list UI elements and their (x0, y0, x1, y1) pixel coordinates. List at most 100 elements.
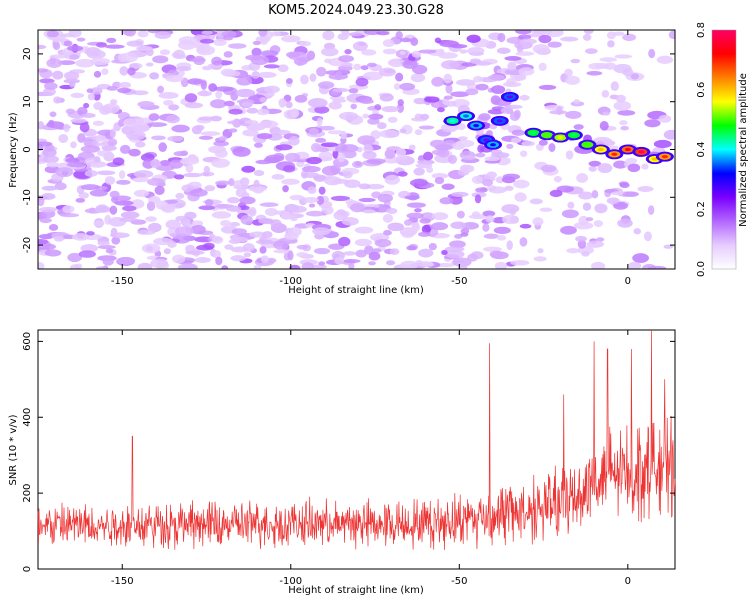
spectrogram-cell (53, 41, 61, 51)
spectrogram-cell (540, 164, 557, 173)
snr-y-label: SNR (10 * v/v) (8, 414, 19, 485)
spectrogram-cell (397, 171, 408, 177)
spectrogram-cell (122, 205, 137, 212)
spectrogram-cell (46, 58, 63, 68)
spectrogram-cell (101, 145, 117, 151)
spectrogram-cell (599, 57, 618, 62)
x-tick-label: -100 (279, 276, 302, 287)
spectrogram-cell (278, 98, 287, 108)
spectrogram-cell (506, 143, 514, 150)
spectrogram-cell (159, 49, 171, 56)
spectrogram-cell (119, 66, 129, 76)
spectrogram-cell (502, 81, 522, 87)
spectrogram-cell (441, 249, 448, 255)
spectrogram-cell (475, 152, 486, 158)
spectrogram-cell (199, 38, 215, 44)
spectrogram-cell (496, 235, 507, 241)
spectrogram-cell (49, 54, 69, 59)
spectrogram-cell (320, 47, 339, 57)
spectrogram-cell (368, 261, 376, 266)
spectrogram-cell (399, 37, 412, 43)
spectrogram-cell (317, 81, 335, 89)
spectrogram-cell (510, 259, 530, 266)
spectrogram-cell (307, 186, 317, 194)
spectrogram-cell (545, 30, 564, 38)
spectrogram-cell (81, 113, 96, 119)
spectrogram-cell (382, 48, 397, 55)
spectrogram-cell (366, 158, 386, 165)
spectrogram-cell (281, 214, 293, 220)
spectrogram-cell (321, 205, 334, 215)
spectrogram-cell (548, 143, 556, 152)
spectrogram-cell (228, 108, 243, 115)
spectrogram-cell (402, 60, 418, 69)
spectrogram-cell (258, 218, 275, 225)
spectrogram-cell (515, 51, 535, 56)
spectrogram-cell (289, 194, 305, 201)
spectrogram-cell (619, 120, 628, 126)
spectrogram-cell (300, 74, 309, 85)
spectrogram-cell (486, 130, 493, 137)
spectrogram-cell (409, 178, 428, 187)
spectrogram-cell (457, 136, 468, 141)
spectrogram-cell (437, 48, 445, 56)
spectrogram-cell (38, 238, 49, 245)
spectrogram-cell (538, 139, 548, 146)
spectrogram-cell (504, 104, 523, 110)
spectrogram-cell (288, 136, 300, 146)
spectrogram-cell (532, 217, 544, 226)
spectrogram-cell (433, 101, 440, 109)
spectrogram-cell (387, 222, 404, 232)
spectrogram-cell (316, 195, 325, 205)
spectrogram-x-ticks: -150 -100 -50 0 (111, 30, 631, 287)
spectrogram-cell (332, 158, 349, 167)
snr-panel: -150 -100 -50 0 0 200 400 600 Height of straig… (8, 329, 676, 596)
spectrogram-cell (118, 82, 132, 89)
spectrogram-cell (133, 170, 154, 179)
spectrogram-cell (101, 68, 109, 76)
spectrogram-cell (309, 73, 317, 82)
ridge-blob (638, 150, 645, 154)
spectrogram-cell (200, 171, 215, 177)
spectrogram-cell (393, 83, 401, 91)
spectrogram-cell (382, 39, 395, 48)
colorbar-label: Normalized spectral amplitude (738, 73, 749, 227)
ridge-blob (570, 133, 577, 137)
spectrogram-cell (578, 191, 594, 200)
spectrogram-cell (242, 129, 259, 137)
spectrogram-cell (471, 175, 483, 184)
spectrogram-cell (338, 55, 355, 63)
spectrogram-cell (211, 235, 224, 244)
spectrogram-cell (241, 101, 253, 107)
spectrogram-cell (62, 205, 75, 214)
spectrogram-cell (656, 55, 674, 64)
spectrogram-cell (396, 103, 405, 113)
spectrogram-cell (296, 244, 309, 250)
spectrogram-cell (411, 222, 421, 232)
spectrogram-cell (309, 128, 319, 136)
spectrogram-cell (41, 185, 58, 191)
spectrogram-cell (334, 70, 343, 81)
spectrogram-cell (39, 78, 55, 84)
spectrogram-cell (395, 148, 407, 157)
spectrogram-cell (242, 243, 255, 252)
spectrogram-cell (445, 84, 453, 94)
spectrogram-cell (141, 243, 161, 254)
spectrogram-cell (86, 88, 94, 94)
spectrogram-cell (230, 255, 247, 262)
spectrogram-cell (229, 222, 241, 227)
spectrogram-cell (301, 165, 321, 173)
spectrogram-cell (258, 30, 268, 37)
spectrogram-cell (260, 50, 279, 57)
spectrogram-cell (622, 33, 637, 42)
spectrogram-cell (84, 170, 98, 177)
spectrogram-cell (306, 156, 322, 165)
spectrogram-x-label: Height of straight line (km) (288, 285, 424, 296)
spectrogram-cell (401, 230, 415, 239)
spectrogram-cell (518, 34, 532, 40)
spectrogram-cell (340, 30, 350, 34)
spectrogram-cell (96, 42, 108, 48)
snr-x-ticks: -150 -100 -50 0 (111, 330, 631, 587)
